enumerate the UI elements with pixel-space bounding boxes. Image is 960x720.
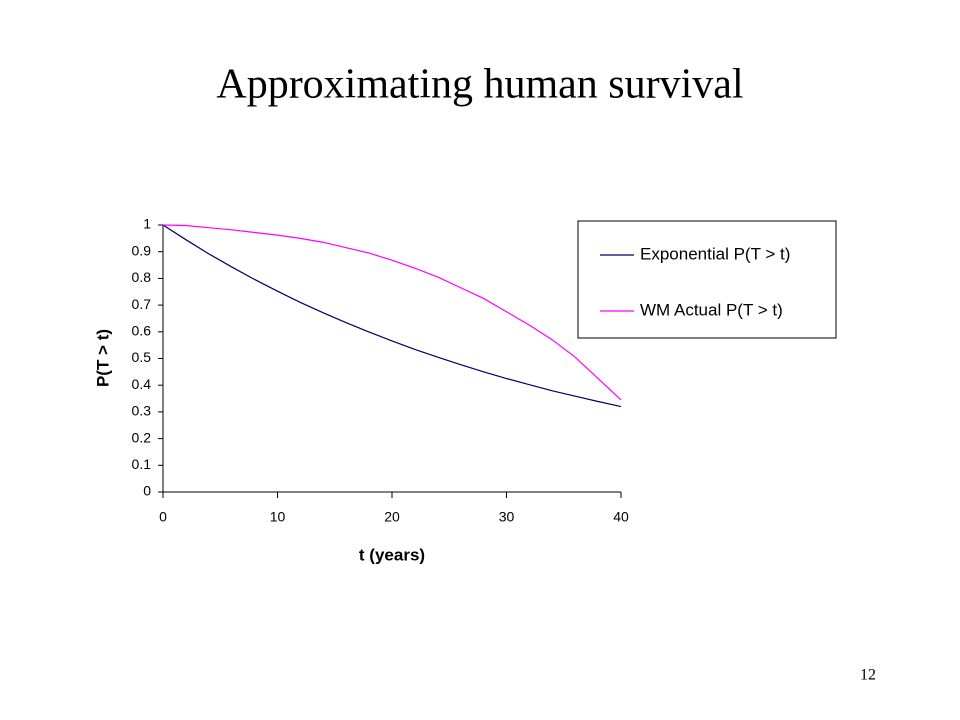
series-line [162, 224, 622, 401]
y-tick-label: 1 [143, 216, 151, 232]
y-tick-label: 0 [143, 483, 151, 499]
x-tick-label: 40 [613, 509, 629, 525]
x-tick-label: 30 [499, 509, 515, 525]
x-tick-label: 10 [270, 509, 286, 525]
y-tick-label: 0.7 [132, 296, 152, 312]
y-tick-label: 0.8 [132, 269, 152, 285]
legend-label: Exponential P(T > t) [640, 244, 790, 263]
y-axis-label: P(T > t) [93, 329, 112, 387]
page-number: 12 [860, 667, 876, 684]
y-tick-label: 0.1 [132, 456, 152, 472]
x-tick-label: 20 [384, 509, 400, 525]
y-tick-label: 0.4 [132, 376, 152, 392]
y-tick-label: 0.3 [132, 403, 152, 419]
legend-label: WM Actual P(T > t) [640, 300, 783, 319]
y-tick-label: 0.6 [132, 323, 152, 339]
x-axis-label: t (years) [359, 545, 425, 564]
y-tick-label: 0.5 [132, 349, 152, 365]
legend-box [577, 220, 837, 339]
chart-title: Approximating human survival [216, 62, 743, 108]
series-line [162, 224, 622, 408]
y-tick-label: 0.9 [132, 242, 152, 258]
x-tick-label: 0 [159, 509, 167, 525]
y-tick-label: 0.2 [132, 429, 152, 445]
